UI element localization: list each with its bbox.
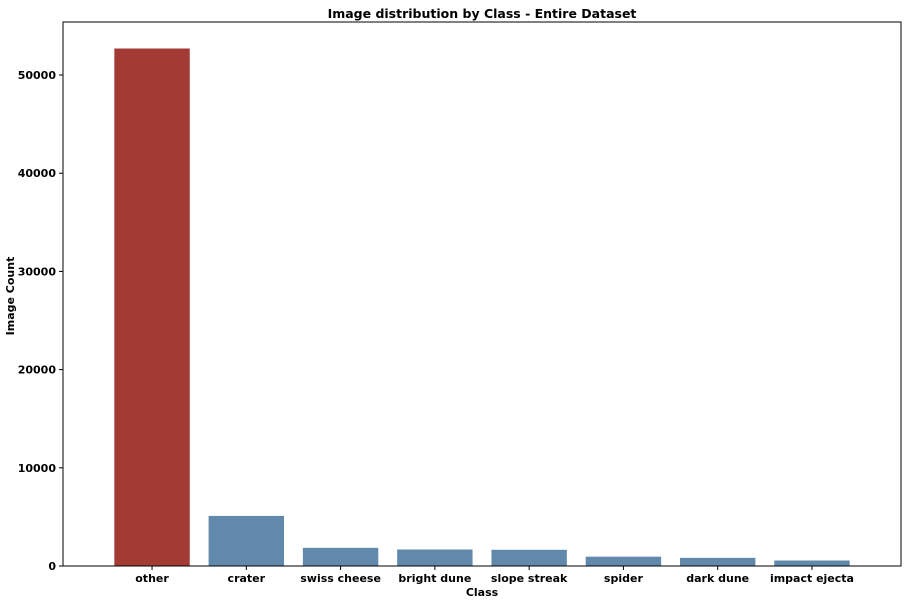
bar-bright-dune [397, 549, 473, 566]
bar-crater [208, 515, 285, 566]
y-tick-label: 30000 [18, 265, 57, 278]
x-tick-label: swiss cheese [300, 572, 381, 585]
y-tick-label: 20000 [18, 364, 57, 377]
y-tick-label: 50000 [18, 69, 57, 82]
x-axis-ticks: other crater swiss cheese bright dune slope … [135, 566, 854, 585]
bar-other [114, 48, 190, 566]
y-tick-label: 40000 [18, 167, 57, 180]
x-tick-label: bright dune [398, 572, 471, 585]
bar-slope-streak [491, 549, 567, 566]
y-tick-label: 0 [48, 560, 56, 573]
chart-title: Image distribution by Class - Entire Dat… [328, 6, 637, 21]
y-axis-ticks: 0 10000 20000 30000 40000 50000 [18, 69, 63, 573]
x-tick-label: spider [604, 572, 644, 585]
y-tick-label: 10000 [18, 462, 57, 475]
x-tick-label: other [135, 572, 169, 585]
x-tick-label: crater [228, 572, 266, 585]
plot-area-frame [62, 21, 902, 567]
y-axis-label: Image Count [4, 257, 17, 336]
x-axis-label: Class [466, 586, 499, 599]
bars-group [114, 48, 850, 566]
bar-swiss-cheese [302, 547, 379, 566]
bar-dark-dune [679, 557, 756, 566]
bar-impact-ejecta [774, 560, 850, 566]
bar-spider [585, 556, 662, 566]
x-tick-label: impact ejecta [770, 572, 854, 585]
x-tick-label: slope streak [491, 572, 568, 585]
x-tick-label: dark dune [686, 572, 749, 585]
